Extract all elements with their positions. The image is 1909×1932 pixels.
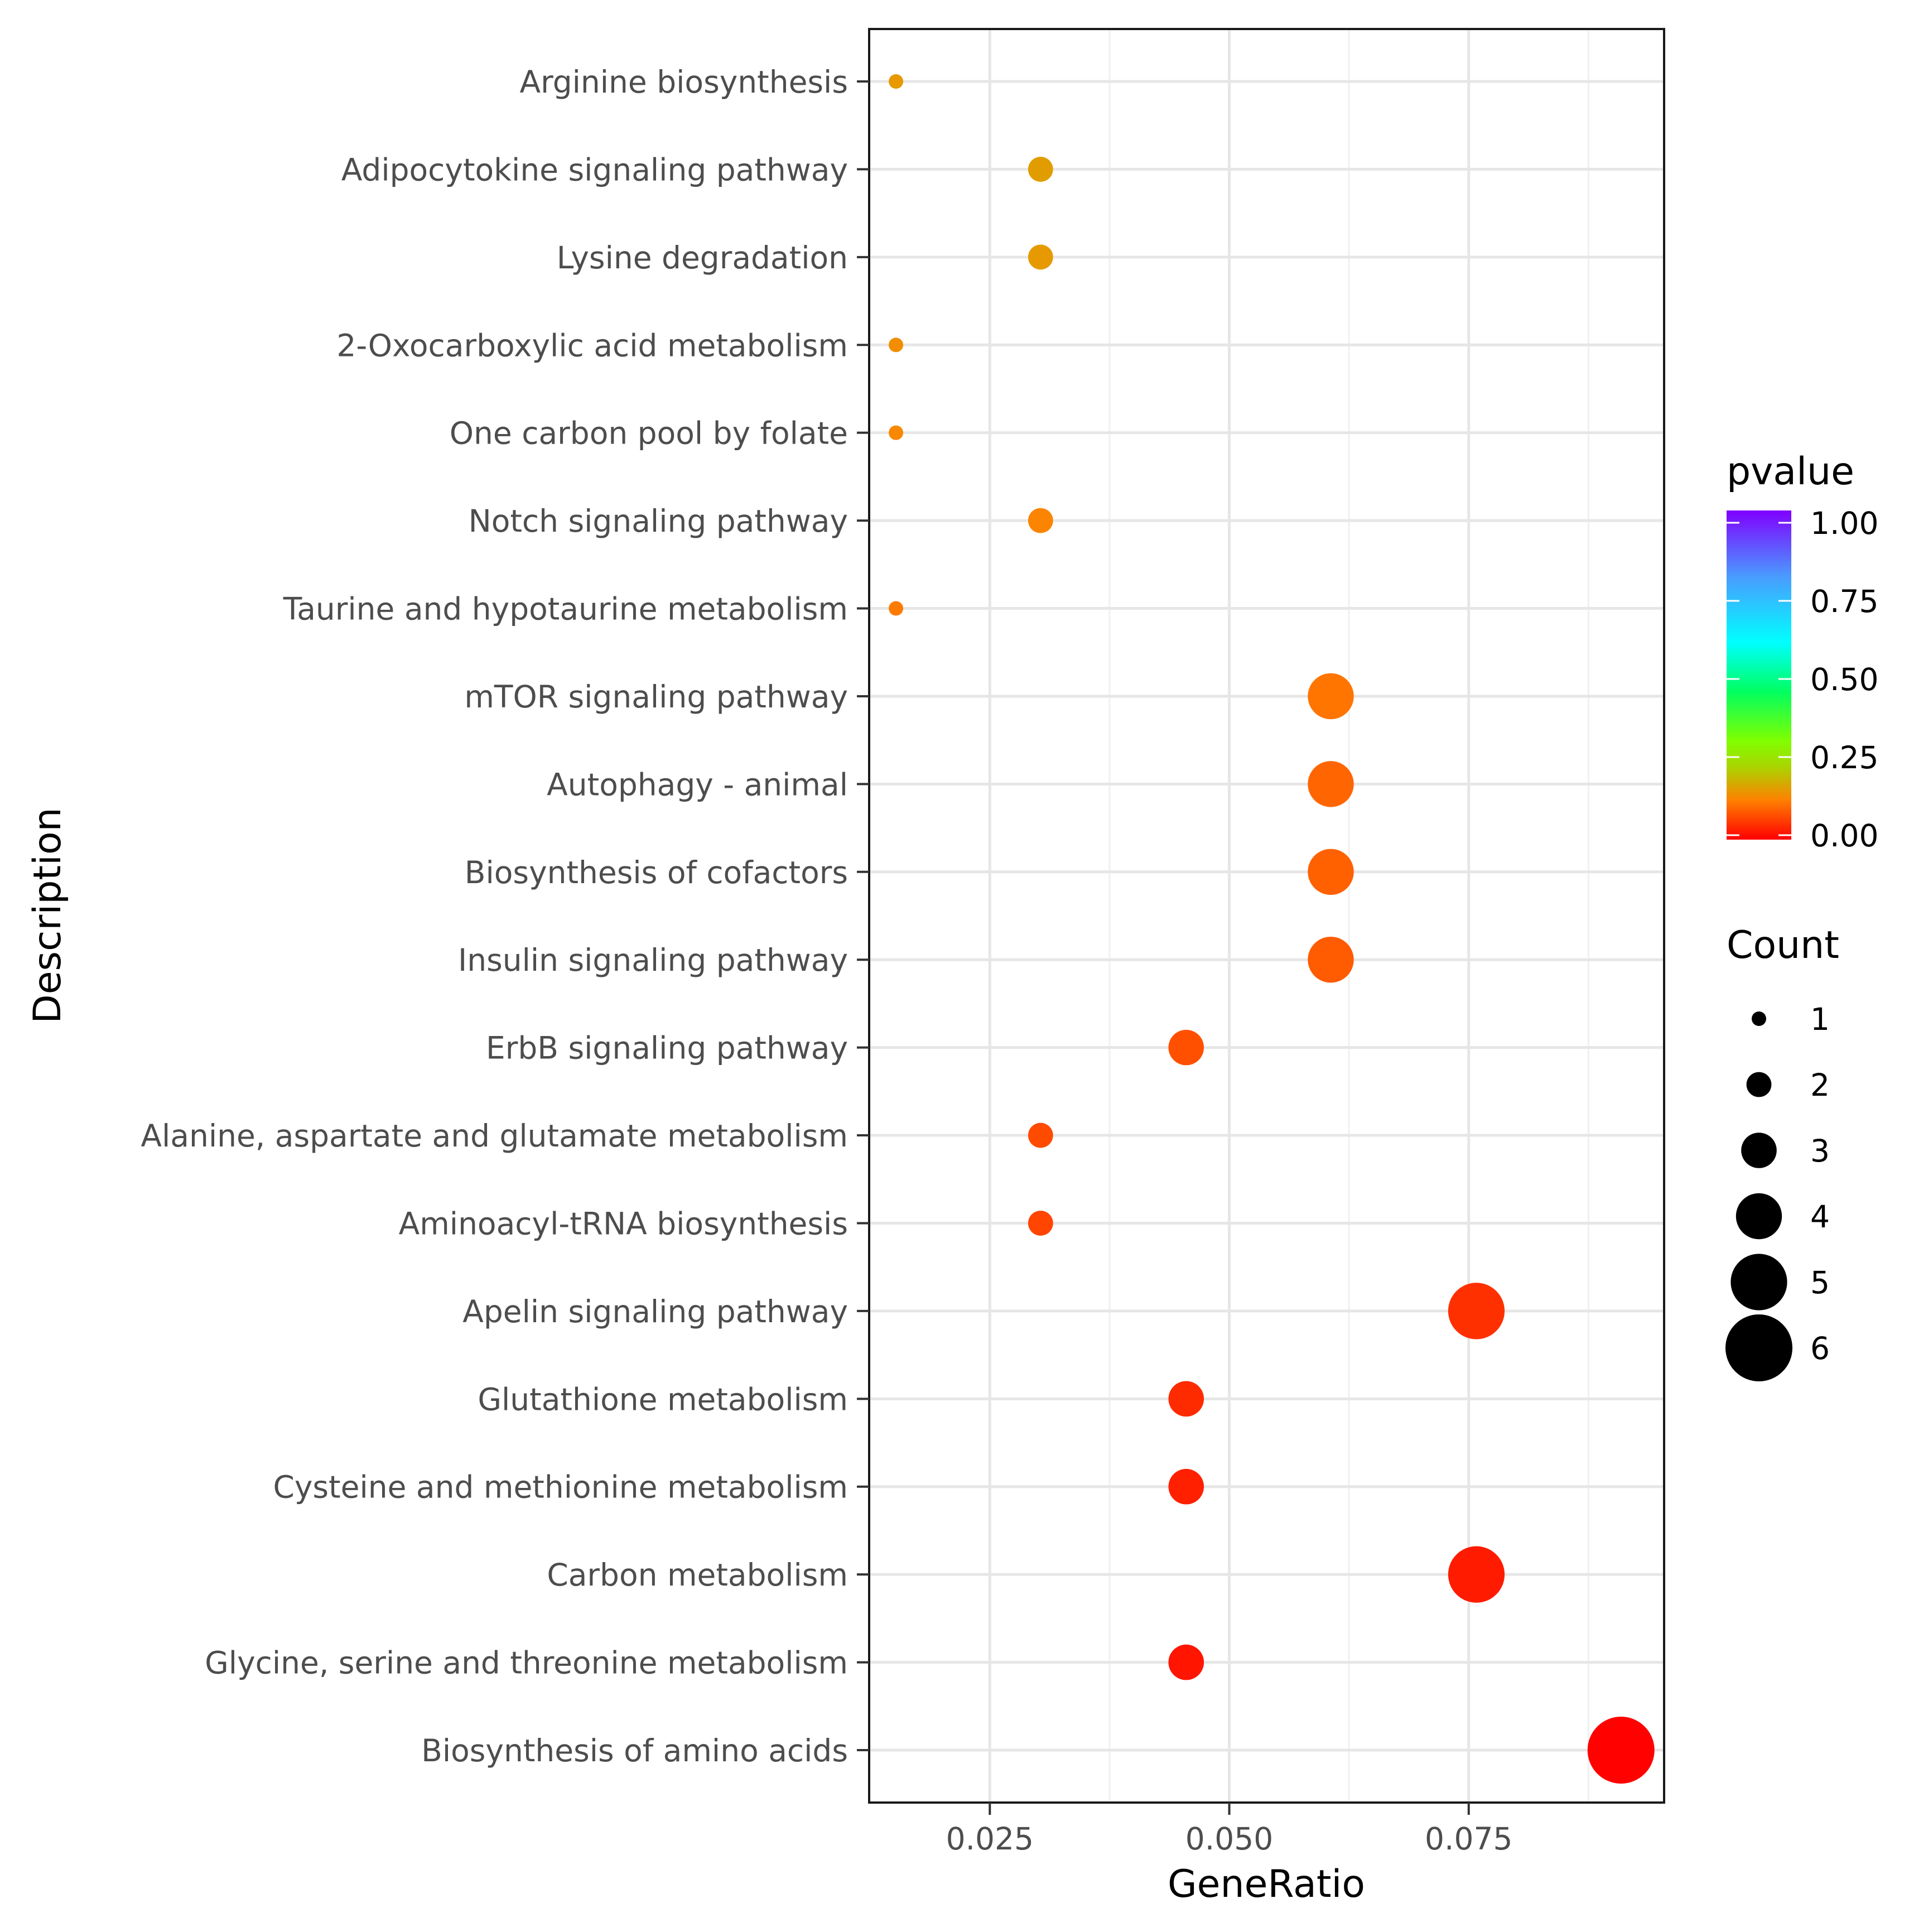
colorbar-tick-label: 0.75 (1810, 584, 1878, 619)
y-tick-label: Arginine biosynthesis (519, 64, 848, 100)
y-tick-label: 2-Oxocarboxylic acid metabolism (336, 327, 848, 363)
count-legend-title: Count (1727, 923, 1839, 967)
y-tick-label: Cysteine and methionine metabolism (273, 1470, 848, 1505)
y-axis-title: Description (26, 807, 70, 1023)
point-aminoacyl-trna-biosynthesis (1028, 1211, 1053, 1236)
point-erbb-signaling-pathway (1168, 1029, 1204, 1066)
y-tick-label: Lysine degradation (557, 240, 848, 276)
colorbar-tick-label: 0.00 (1810, 818, 1878, 854)
y-tick-label: Autophagy - animal (547, 767, 848, 802)
count-legend: Count 1 2 3 4 5 6 (1725, 923, 1839, 1381)
pvalue-colorbar (1727, 510, 1791, 840)
count-legend-label: 2 (1810, 1067, 1830, 1103)
y-tick-label: mTOR signaling pathway (464, 679, 848, 715)
colorbar-tick-label: 1.00 (1810, 505, 1878, 541)
x-tick-labels: 0.025 0.050 0.075 (946, 1803, 1512, 1857)
y-tick-label: Alanine, aspartate and glutamate metabol… (141, 1118, 848, 1154)
point-lysine-degradation (1028, 244, 1053, 270)
point-alanine-aspartate-and-glutamate-metabolism (1028, 1122, 1053, 1148)
plot-background (869, 29, 1664, 1803)
count-legend-dot (1741, 1133, 1777, 1168)
count-legend-items: 1 2 3 4 5 6 (1725, 1001, 1830, 1381)
point-notch-signaling-pathway (1028, 508, 1053, 533)
y-tick-label: Biosynthesis of amino acids (421, 1733, 848, 1769)
x-axis-title: GeneRatio (1168, 1862, 1365, 1906)
point-glutathione-metabolism (1168, 1381, 1204, 1417)
count-legend-label: 4 (1810, 1199, 1830, 1235)
count-legend-dot (1746, 1072, 1772, 1097)
count-legend-label: 5 (1810, 1265, 1830, 1300)
point-arginine-biosynthesis (889, 74, 904, 89)
y-tick-label: Biosynthesis of cofactors (465, 855, 848, 890)
colorbar-ticks: 1.00 0.75 0.50 0.25 0.00 (1727, 505, 1878, 854)
count-legend-label: 6 (1810, 1331, 1830, 1366)
y-tick-label: Insulin signaling pathway (458, 942, 848, 978)
count-legend-label: 3 (1810, 1133, 1830, 1169)
y-tick-label: Glutathione metabolism (478, 1381, 848, 1417)
point-2-oxocarboxylic-acid-metabolism (889, 338, 904, 353)
y-tick-label: One carbon pool by folate (450, 416, 848, 451)
count-legend-label: 1 (1810, 1001, 1830, 1037)
point-mtor-signaling-pathway (1308, 673, 1354, 720)
pvalue-legend: pvalue 1.00 0.75 0.50 0.25 0.00 (1727, 450, 1878, 854)
y-tick-label: Apelin signaling pathway (462, 1294, 848, 1329)
point-one-carbon-pool-by-folate (889, 425, 904, 440)
point-cysteine-and-methionine-metabolism (1168, 1468, 1204, 1505)
y-tick-labels: Arginine biosynthesis Adipocytokine signa… (141, 64, 869, 1769)
plot-border (868, 28, 1665, 1804)
y-tick-label: Adipocytokine signaling pathway (341, 152, 848, 187)
y-tick-label: Taurine and hypotaurine metabolism (283, 591, 848, 627)
point-glycine-serine-and-threonine-metabolism (1168, 1644, 1204, 1680)
point-taurine-and-hypotaurine-metabolism (889, 601, 904, 616)
colorbar-tick-label: 0.50 (1810, 662, 1878, 697)
point-insulin-signaling-pathway (1308, 937, 1354, 983)
x-tick-label: 0.050 (1185, 1821, 1273, 1857)
point-apelin-signaling-pathway (1448, 1283, 1505, 1340)
point-biosynthesis-of-amino-acids (1587, 1717, 1655, 1784)
x-tick-label: 0.025 (946, 1821, 1034, 1857)
y-tick-label: Aminoacyl-tRNA biosynthesis (399, 1206, 848, 1241)
y-tick-label: Glycine, serine and threonine metabolism (205, 1645, 848, 1681)
x-tick-label: 0.075 (1425, 1821, 1512, 1857)
count-legend-dot (1752, 1011, 1766, 1026)
point-carbon-metabolism (1448, 1546, 1505, 1603)
y-tick-label: Notch signaling pathway (469, 503, 848, 539)
pvalue-legend-title: pvalue (1727, 450, 1854, 494)
point-biosynthesis-of-cofactors (1308, 849, 1354, 895)
y-tick-label: Carbon metabolism (547, 1557, 848, 1593)
data-points (889, 74, 1655, 1784)
count-legend-dot (1730, 1254, 1787, 1311)
point-adipocytokine-signaling-pathway (1028, 157, 1053, 182)
y-tick-label: ErbB signaling pathway (486, 1030, 848, 1066)
count-legend-dot (1725, 1314, 1792, 1381)
point-autophagy-animal (1308, 761, 1354, 807)
grid (869, 29, 1664, 1803)
colorbar-tick-label: 0.25 (1810, 740, 1878, 775)
count-legend-dot (1736, 1193, 1782, 1240)
